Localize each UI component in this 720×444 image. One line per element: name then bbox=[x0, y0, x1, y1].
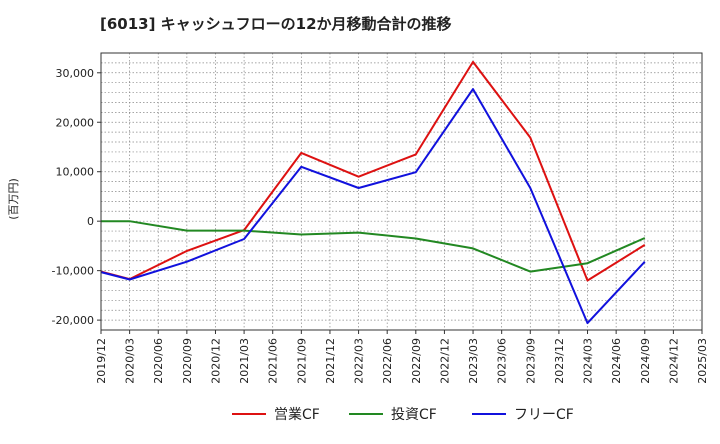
x-tick-label: 2024/06 bbox=[610, 338, 623, 384]
y-tick-label: 10,000 bbox=[56, 166, 95, 179]
x-tick-label: 2024/12 bbox=[667, 338, 680, 384]
chart-title: [6013] キャッシュフローの12か月移動合計の推移 bbox=[100, 15, 452, 33]
y-tick-label: 30,000 bbox=[56, 67, 95, 80]
series-lines bbox=[100, 60, 646, 325]
y-tick-label: -10,000 bbox=[52, 265, 94, 278]
x-tick-label: 2020/03 bbox=[124, 338, 137, 384]
y-axis-label: (百万円) bbox=[7, 178, 20, 220]
legend-label: 営業CF bbox=[274, 407, 320, 423]
x-tick-label: 2023/09 bbox=[524, 338, 537, 384]
legend-label: フリーCF bbox=[514, 407, 574, 423]
x-tick-label: 2025/03 bbox=[696, 338, 709, 384]
x-tick-label: 2022/12 bbox=[438, 338, 451, 384]
series-line-investing-cf bbox=[101, 220, 646, 273]
x-axis-ticks: 2019/12 2020/03 2020/06 2020/09 2020/12 2021/… bbox=[95, 330, 709, 384]
x-tick-label: 2023/03 bbox=[467, 338, 480, 384]
x-tick-label: 2020/12 bbox=[209, 338, 222, 384]
x-tick-label: 2023/06 bbox=[496, 338, 509, 384]
x-tick-label: 2020/06 bbox=[152, 338, 165, 384]
x-tick-label: 2022/03 bbox=[353, 338, 366, 384]
grid-lines bbox=[100, 52, 703, 331]
plot-frame bbox=[100, 52, 703, 331]
y-tick-label: 20,000 bbox=[56, 116, 95, 129]
x-tick-label: 2021/09 bbox=[295, 338, 308, 384]
y-axis-ticks: -20,000 -10,000 0 10,000 20,000 30,000 bbox=[52, 67, 101, 327]
x-tick-label: 2021/03 bbox=[238, 338, 251, 384]
x-tick-label: 2019/12 bbox=[95, 338, 108, 384]
series-line-free-cf bbox=[100, 88, 646, 325]
x-tick-label: 2022/06 bbox=[381, 338, 394, 384]
series-line-operating-cf bbox=[100, 60, 646, 282]
y-tick-label: -20,000 bbox=[52, 314, 94, 327]
legend: 営業CF 投資CF フリーCF bbox=[232, 407, 574, 423]
x-tick-label: 2020/09 bbox=[181, 338, 194, 384]
x-tick-label: 2023/12 bbox=[553, 338, 566, 384]
x-tick-label: 2024/09 bbox=[639, 338, 652, 384]
y-tick-label: 0 bbox=[87, 215, 94, 228]
x-tick-label: 2024/03 bbox=[582, 338, 595, 384]
x-tick-label: 2021/12 bbox=[324, 338, 337, 384]
x-tick-label: 2022/09 bbox=[410, 338, 423, 384]
x-tick-label: 2021/06 bbox=[267, 338, 280, 384]
legend-label: 投資CF bbox=[391, 407, 437, 423]
